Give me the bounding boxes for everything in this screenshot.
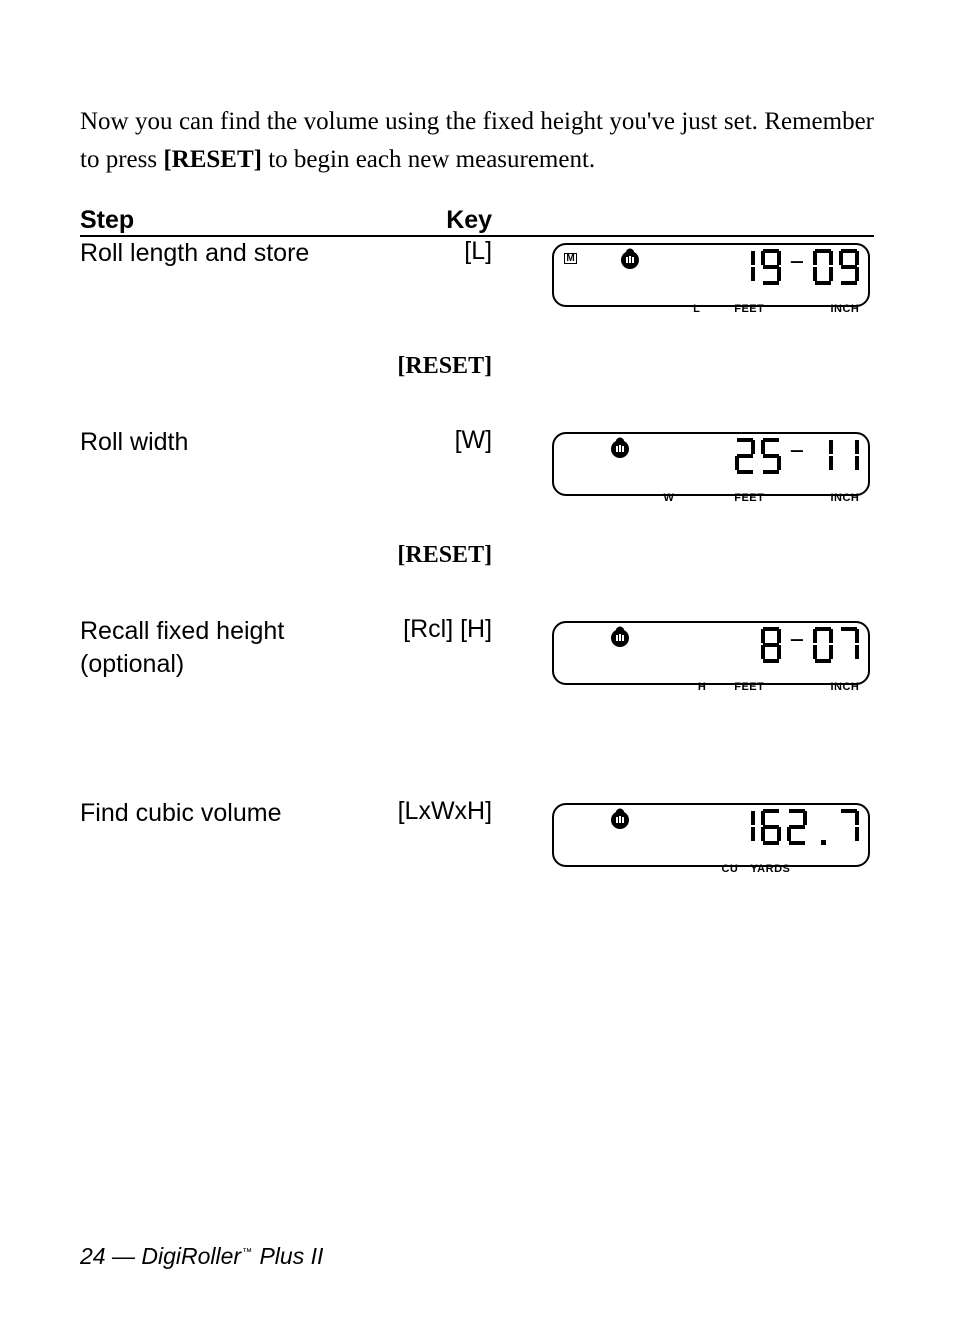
- unit-inch: INCH: [830, 681, 859, 693]
- hand-icon: [610, 808, 632, 830]
- intro-line2b: to begin each new measurement.: [262, 146, 595, 173]
- unit-inch: INCH: [830, 303, 859, 315]
- dim-label: W: [663, 492, 674, 504]
- unit-feet: FEET: [734, 492, 764, 504]
- footer-tm: ™: [242, 1247, 252, 1258]
- table-row: [RESET]: [80, 353, 874, 380]
- key-cell: [RESET]: [382, 542, 493, 569]
- step-cell: [80, 542, 382, 569]
- footer-page: 24: [80, 1243, 106, 1269]
- manual-page: Now you can find the volume using the fi…: [0, 0, 954, 1336]
- steps-table: Step Key Roll length and store[L] M – L FEET…: [80, 206, 874, 913]
- display-cell: [552, 353, 874, 380]
- table-row: [RESET]: [80, 542, 874, 569]
- step-cell: Roll width: [80, 426, 382, 496]
- step-cell: Find cubic volume: [80, 797, 382, 867]
- unit-inch: INCH: [830, 492, 859, 504]
- lcd-display: M–LFEETINCH: [552, 243, 870, 307]
- display-cell: M–LFEETINCH: [552, 236, 874, 307]
- lcd-digits: –: [758, 619, 863, 665]
- page-footer: 24 — DigiRoller™ Plus II: [80, 1243, 323, 1270]
- lcd-display: –WFEETINCH: [552, 432, 870, 496]
- step-cell: Roll length and store: [80, 236, 382, 307]
- footer-dash: —: [106, 1243, 142, 1269]
- reset-key-text: [RESET]: [163, 146, 262, 173]
- lcd-digits: –: [732, 430, 863, 476]
- lcd-display: –HFEETINCH: [552, 621, 870, 685]
- header-step: Step: [80, 206, 382, 236]
- key-cell: [LxWxH]: [382, 797, 493, 867]
- lcd-digits: [732, 801, 862, 847]
- table-header-row: Step Key: [80, 206, 874, 236]
- table-row: Find cubic volume[LxWxH] CUYARDS: [80, 797, 874, 867]
- footer-product-a: DigiRoller: [141, 1243, 241, 1269]
- hand-icon: [620, 248, 642, 270]
- lcd-display: CUYARDS: [552, 803, 870, 867]
- hand-icon: [610, 626, 632, 648]
- header-key: Key: [382, 206, 493, 236]
- key-cell: [Rcl] [H]: [382, 615, 493, 685]
- intro-paragraph: Now you can find the volume using the fi…: [80, 103, 874, 178]
- table-row: Recall fixed height (optional)[Rcl] [H]–…: [80, 615, 874, 685]
- display-cell: –WFEETINCH: [552, 426, 874, 496]
- footer-product-b: Plus II: [253, 1243, 323, 1269]
- hand-icon: [610, 437, 632, 459]
- display-cell: [552, 542, 874, 569]
- key-cell: [RESET]: [382, 353, 493, 380]
- unit-feet: FEET: [734, 303, 764, 315]
- unit-feet: FEET: [734, 681, 764, 693]
- dim-label: H: [698, 681, 706, 693]
- memory-indicator: M: [564, 253, 576, 264]
- intro-line1: Now you can find the volume using the fi…: [80, 108, 758, 135]
- display-cell: –HFEETINCH: [552, 615, 874, 685]
- key-cell: [W]: [382, 426, 493, 496]
- unit-cu: CU: [721, 863, 738, 875]
- dim-label: L: [693, 303, 700, 315]
- lcd-digits: –: [732, 241, 863, 287]
- key-cell: [L]: [382, 236, 493, 307]
- table-row: Roll length and store[L]M–LFEETINCH: [80, 236, 874, 307]
- step-cell: [80, 353, 382, 380]
- table-row: Roll width[W] –WFEETINCH: [80, 426, 874, 496]
- display-cell: CUYARDS: [552, 797, 874, 867]
- unit-yards: YARDS: [750, 863, 790, 875]
- step-cell: Recall fixed height (optional): [80, 615, 382, 685]
